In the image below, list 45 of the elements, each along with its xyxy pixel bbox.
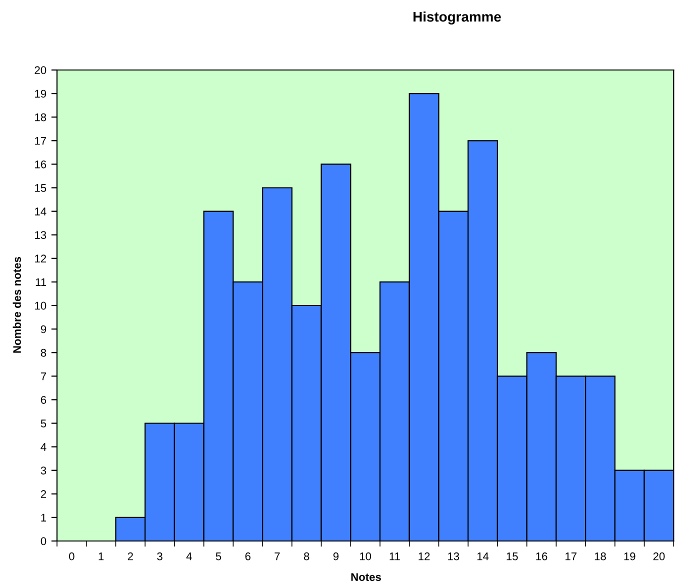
x-tick-label: 6 — [245, 552, 250, 560]
x-tick-label: 20 — [653, 552, 665, 560]
x-tick-label: 16 — [536, 552, 548, 560]
y-tick-label: 6 — [40, 396, 46, 404]
y-tick-label: 10 — [35, 302, 46, 310]
x-axis-title: Notes — [351, 573, 381, 581]
y-axis-title: Nombre des notes — [12, 256, 21, 353]
y-tick-label: 9 — [40, 325, 46, 334]
x-tick-label: 8 — [304, 552, 310, 560]
x-tick-label: 7 — [274, 552, 280, 560]
y-tick-label: 1 — [41, 514, 46, 522]
x-tick-label: 19 — [624, 552, 636, 560]
x-tick-label: 12 — [418, 552, 430, 560]
x-tick-label: 9 — [333, 552, 339, 560]
y-tick-label: 18 — [35, 113, 46, 122]
y-tick-label: 17 — [35, 137, 46, 145]
y-tick-label: 11 — [36, 278, 46, 286]
y-tick-label: 16 — [35, 160, 46, 168]
x-tick-label: 0 — [69, 552, 74, 560]
y-tick-label: 15 — [35, 184, 46, 192]
y-tick-label: 5 — [40, 420, 46, 428]
x-tick-label: 4 — [186, 552, 192, 560]
x-tick-label: 2 — [128, 552, 133, 560]
y-tick-label: 7 — [40, 372, 46, 380]
x-tick-label: 1 — [98, 552, 104, 560]
x-tick-label: 15 — [506, 552, 518, 560]
y-tick-label: 2 — [40, 490, 46, 498]
y-tick-label: 4 — [40, 443, 46, 451]
x-tick-label: 3 — [157, 552, 162, 560]
x-tick-label: 14 — [477, 552, 489, 560]
y-tick-label: 8 — [40, 348, 46, 357]
y-tick-label: 19 — [35, 90, 46, 98]
y-tick-label: 14 — [35, 208, 46, 216]
chart-title: Histogramme — [414, 11, 501, 25]
y-tick-label: 0 — [40, 537, 46, 546]
y-tick-label: 3 — [40, 466, 46, 474]
x-tick-label: 11 — [390, 552, 400, 560]
y-tick-label: 20 — [34, 66, 46, 74]
x-tick-label: 17 — [566, 552, 576, 560]
y-tick-label: 13 — [35, 231, 46, 239]
x-tick-label: 10 — [360, 552, 372, 560]
x-tick-label: 13 — [448, 552, 460, 560]
y-tick-label: 12 — [35, 254, 46, 262]
x-tick-label: 5 — [216, 552, 222, 560]
x-tick-label: 18 — [594, 552, 606, 560]
